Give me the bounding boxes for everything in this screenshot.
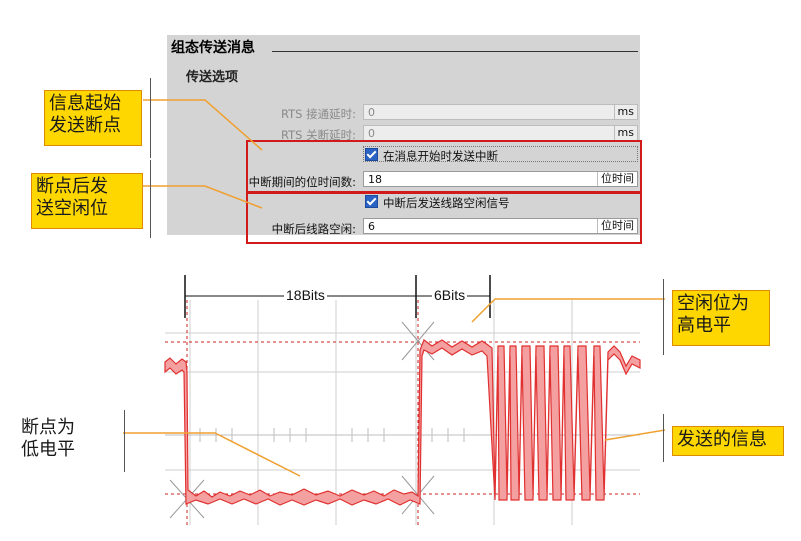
rts-on-delay-unit: ms: [613, 105, 637, 119]
callout-idle-high-line2: 高电平: [677, 315, 731, 336]
rts-off-delay-label: RTS 关断延时:: [280, 128, 356, 142]
rts-off-delay-unit: ms: [613, 126, 637, 140]
title-divider: [272, 51, 638, 52]
callout-bracket-break-start: [150, 78, 151, 158]
callout-break-start-line1: 信息起始: [49, 93, 121, 114]
callout-break-low-line1: 断点为: [21, 417, 75, 438]
idle-checkbox-row[interactable]: 中断后发送线路空闲信号: [365, 195, 510, 210]
idle-bits-unit: 位时间: [597, 219, 637, 233]
callout-idle-high-line1: 空闲位为: [677, 293, 749, 314]
rts-off-delay-value: 0: [368, 127, 375, 140]
break-bits-value: 18: [368, 173, 382, 186]
callout-bracket-break-low: [124, 410, 125, 472]
callout-bracket-idle-after-break: [150, 160, 151, 238]
callout-message: 发送的信息: [672, 426, 784, 456]
idle-checkbox[interactable]: [365, 195, 378, 208]
callout-break-start: 信息起始 发送断点: [44, 90, 142, 146]
edge-markers: [169, 321, 435, 519]
break-bits-label: 中断期间的位时间数:: [248, 175, 356, 189]
signal-trace: [164, 339, 641, 506]
callout-bracket-idle-high: [663, 279, 664, 355]
callout-idle-after-break: 断点后发 送空闲位: [31, 173, 143, 229]
break-bits-field[interactable]: 18 位时间: [363, 171, 638, 187]
idle-bits-field[interactable]: 6 位时间: [363, 218, 638, 234]
idle-bits-value: 6: [368, 220, 375, 233]
break-bits-unit: 位时间: [597, 172, 637, 186]
idle-checkbox-label: 中断后发送线路空闲信号: [383, 196, 510, 210]
panel-title: 组态传送消息: [171, 40, 255, 56]
callout-break-low-line2: 低电平: [21, 439, 75, 460]
callout-break-low: 断点为 低电平: [17, 415, 111, 467]
rts-on-delay-value: 0: [368, 106, 375, 119]
callout-connectors: [123, 99, 666, 477]
send-break-focus-box: [363, 146, 638, 162]
callout-idle-after-break-line2: 送空闲位: [36, 198, 108, 219]
break-span-label: 18Bits: [284, 287, 327, 303]
section-title: 传送选项: [186, 70, 239, 85]
idle-span-label: 6Bits: [432, 287, 468, 303]
rts-on-delay-field[interactable]: 0 ms: [363, 104, 638, 120]
callout-bracket-message: [663, 414, 664, 462]
rts-on-delay-label: RTS 接通延时:: [280, 107, 356, 121]
send-break-checkbox-row[interactable]: 在消息开始时发送中断: [365, 148, 498, 163]
send-break-checkbox-label: 在消息开始时发送中断: [383, 149, 498, 163]
scope-axis: [165, 428, 640, 442]
callout-idle-after-break-line1: 断点后发: [36, 176, 108, 197]
idle-bits-label: 中断后线路空闲:: [271, 222, 356, 236]
send-break-checkbox[interactable]: [365, 148, 378, 161]
idle-settings-frame: [246, 192, 642, 244]
callout-idle-high: 空闲位为 高电平: [672, 290, 770, 346]
callout-break-start-line2: 发送断点: [49, 115, 121, 136]
